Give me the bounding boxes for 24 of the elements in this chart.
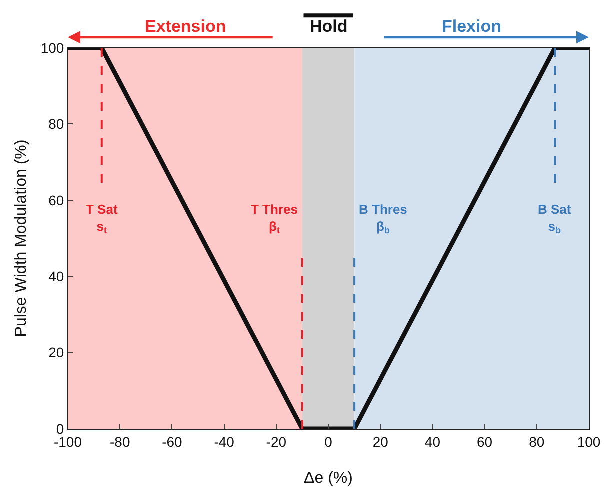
x-tick-label: 20 xyxy=(372,434,389,450)
y-tick-label: 60 xyxy=(48,192,64,208)
x-tick-label: 60 xyxy=(477,434,493,450)
x-tick-label: 100 xyxy=(577,434,601,450)
ref-line-label: T Thres β$_{t}$ xyxy=(251,202,298,236)
y-tick-label: 100 xyxy=(40,40,64,56)
x-tick-label: 40 xyxy=(424,434,441,450)
y-tick-label: 80 xyxy=(48,116,64,132)
y-tick-label: 20 xyxy=(48,344,64,361)
x-tick-label: -80 xyxy=(110,434,130,450)
y-tick-label: 40 xyxy=(48,268,64,284)
ref-line-label: T Sat s$_{t}$ xyxy=(86,202,118,236)
x-tick-label: -20 xyxy=(266,434,287,450)
ref-line-label: B Sat s$_{b}$ xyxy=(538,202,572,236)
ref-line-label: B Thres β$_{b}$ xyxy=(359,202,408,236)
y-axis-title: Pulse Width Modulation (%) xyxy=(13,140,30,338)
x-axis-title: Δe (%) xyxy=(304,470,353,487)
x-tick-label: -60 xyxy=(162,434,183,450)
band-label: Hold xyxy=(310,17,348,36)
x-tick-label: 0 xyxy=(324,434,333,450)
x-tick-label: 80 xyxy=(529,434,545,450)
x-tick-label: -40 xyxy=(214,434,235,450)
band-label: Flexion xyxy=(442,17,502,36)
band-label: Extension xyxy=(145,17,226,36)
